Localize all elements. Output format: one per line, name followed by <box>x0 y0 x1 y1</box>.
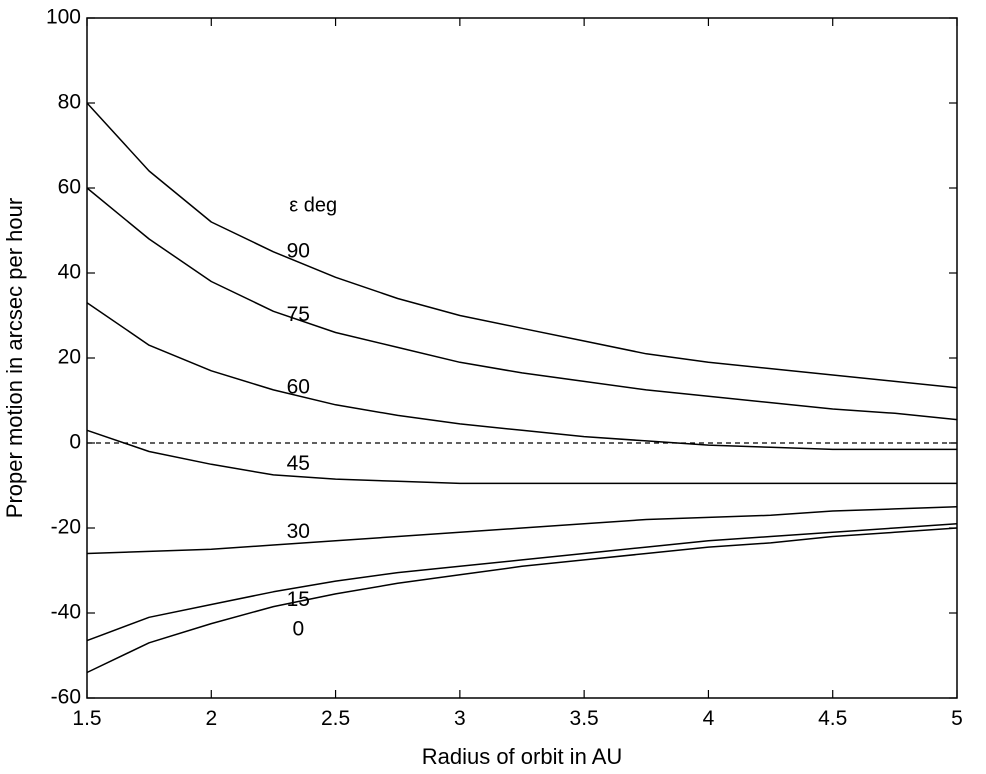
y-axis-label: Proper motion in arcsec per hour <box>2 198 27 518</box>
y-tick-label: 100 <box>46 6 81 29</box>
series-line-30 <box>86 506 958 555</box>
series-line-15 <box>86 523 958 642</box>
x-tick-label: 1.5 <box>72 707 101 730</box>
curve-label: 45 <box>287 452 310 475</box>
x-tick-label: 2 <box>205 707 217 730</box>
y-tick-label: 60 <box>58 176 81 199</box>
plot-frame <box>86 17 958 699</box>
y-tick-label: 40 <box>58 261 81 284</box>
curve-label: 75 <box>287 303 310 326</box>
axis-ticks: 1.5 2 2.5 3 3.5 4 4.5 5 -60 -40 -20 0 20 40 60 80 100 <box>46 6 963 730</box>
x-tick-label: 5 <box>951 707 963 730</box>
series-line-45 <box>86 429 957 485</box>
plot-area: 90 75 60 45 30 15 0 <box>86 102 958 674</box>
curve-label: 30 <box>287 520 310 543</box>
legend-title: ε deg <box>289 194 337 216</box>
y-tick-label: -60 <box>51 686 81 709</box>
x-tick-label: 4.5 <box>818 707 847 730</box>
series-line-60 <box>86 302 957 451</box>
y-tick-label: -20 <box>51 516 81 539</box>
curve-label: 60 <box>287 375 310 398</box>
series-line-0 <box>86 527 958 674</box>
curve-label: 90 <box>287 239 310 262</box>
y-tick-label: 0 <box>69 431 81 454</box>
series-line-90 <box>86 102 958 389</box>
curve-label: 15 <box>287 588 310 611</box>
x-tick-label: 4 <box>703 707 715 730</box>
curve-label: 0 <box>292 618 304 641</box>
y-tick-label: 80 <box>58 91 81 114</box>
series-line-75 <box>86 187 958 421</box>
x-tick-label: 3 <box>454 707 466 730</box>
y-tick-label: -40 <box>51 601 81 624</box>
x-tick-label: 3.5 <box>570 707 599 730</box>
y-tick-label: 20 <box>58 346 81 369</box>
x-axis-label: Radius of orbit in AU <box>422 744 623 769</box>
x-tick-label: 2.5 <box>321 707 350 730</box>
